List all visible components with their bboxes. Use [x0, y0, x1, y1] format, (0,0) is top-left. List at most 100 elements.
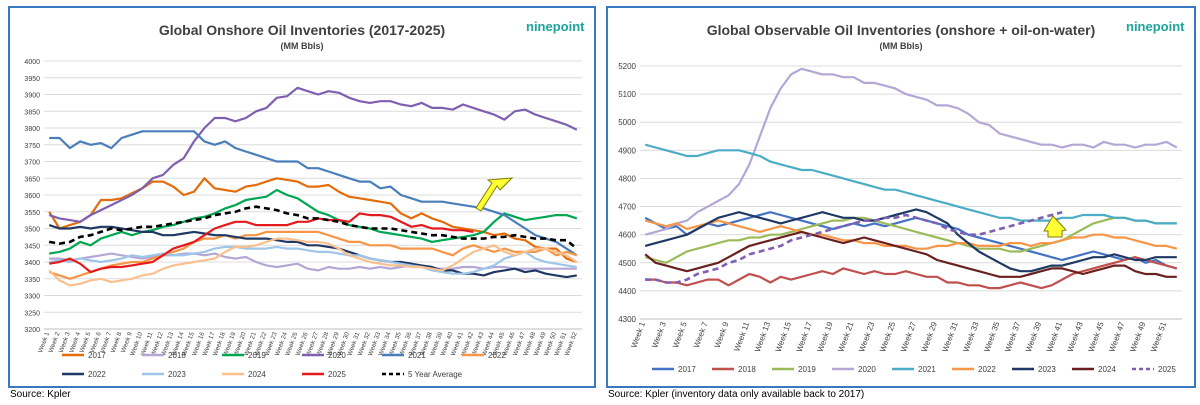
x-tick-label: Week 5	[671, 320, 689, 349]
x-tick-label: Week 1	[629, 320, 647, 349]
legend-item: 2017	[652, 365, 696, 374]
observable-inventory-chart-panel: Global Observable Oil Inventories (onsho…	[606, 6, 1196, 388]
x-tick-label: Week 9	[713, 320, 731, 349]
series-line-2022	[48, 224, 577, 279]
legend-item: 2021	[892, 365, 936, 374]
y-tick-label: 3900	[24, 93, 40, 100]
legend-label: 2021	[408, 351, 426, 360]
legend-item: 2018	[712, 365, 756, 374]
legend-item: 2024	[1072, 365, 1116, 374]
legend-label: 2018	[168, 351, 186, 360]
x-tick-label: Week 13	[753, 320, 772, 353]
chart-subtitle: (MM Bbls)	[879, 41, 923, 51]
y-tick-label: 3450	[24, 243, 40, 250]
series-line-2018	[645, 256, 1178, 290]
x-tick-label: Week 23	[857, 320, 876, 353]
y-tick-label: 3600	[24, 193, 40, 200]
x-tick-label: Week 19	[815, 320, 834, 353]
x-tick-label: Week 7	[692, 320, 710, 349]
legend-label: 2022	[488, 351, 506, 360]
legend-label: 2023	[168, 370, 186, 379]
y-tick-label: 5200	[618, 62, 636, 71]
y-tick-label: 3350	[24, 277, 40, 284]
legend-item: 2019	[222, 351, 266, 360]
arrow-shape	[1043, 215, 1067, 238]
logo-wordmark: ninepoint	[526, 19, 585, 34]
y-tick-label: 3850	[24, 109, 40, 116]
legend-item: 2025	[1132, 365, 1176, 374]
x-tick-label: Week 43	[1066, 320, 1085, 353]
annotation-arrow	[475, 177, 514, 212]
legend-item: 2024	[222, 370, 266, 379]
chart-title: Global Onshore Oil Inventories (2017-202…	[158, 22, 446, 38]
annotation-arrow	[1043, 215, 1067, 238]
y-tick-label: 4400	[618, 287, 636, 296]
x-tick-label: Week 31	[941, 320, 960, 353]
series-line-2025	[645, 210, 1063, 284]
legend-item: 2023	[1012, 365, 1056, 374]
legend-item: 2023	[142, 370, 186, 379]
series-line-2019	[49, 188, 578, 255]
series-line-5-year-average	[48, 205, 578, 250]
y-tick-label: 4800	[618, 174, 636, 183]
x-tick-label: Week 51	[1149, 320, 1168, 353]
series-line-2021	[644, 143, 1177, 225]
y-tick-label: 5100	[618, 90, 636, 99]
onshore-inventory-chart-panel: Global Onshore Oil Inventories (2017-202…	[8, 6, 596, 388]
series-line-2024	[48, 237, 578, 287]
x-tick-label: Week 29	[920, 320, 939, 353]
x-tick-label: Week 41	[1045, 320, 1064, 353]
y-tick-label: 3650	[24, 176, 40, 183]
y-tick-label: 4700	[618, 203, 636, 212]
legend-item: 2021	[382, 351, 426, 360]
onshore-line-chart: 3200 3250 3300 3350 3400 3450 3500 3550 3600 3650…	[24, 59, 582, 379]
legend-label: 2024	[1098, 365, 1116, 374]
y-tick-label: 4300	[618, 315, 636, 324]
x-tick-label: Week 49	[1128, 320, 1147, 353]
y-tick-label: 3700	[24, 160, 40, 167]
x-tick-label: Week 39	[1024, 320, 1043, 353]
x-tick-label: Week 27	[899, 320, 918, 353]
x-tick-label: Week 15	[774, 320, 793, 353]
legend-label: 5 Year Average	[408, 370, 463, 379]
legend-item: 2025	[302, 370, 346, 379]
x-tick-label: Week 17	[795, 320, 814, 353]
ninepoint-logo: ninepoint	[1126, 19, 1185, 46]
y-tick-label: 4900	[618, 146, 636, 155]
legend-label: 2023	[1038, 365, 1056, 374]
x-tick-label: Week 47	[1107, 320, 1126, 353]
series-line-2023	[49, 245, 577, 275]
legend-label: 2019	[798, 365, 816, 374]
legend-label: 2021	[918, 365, 936, 374]
chart-title: Global Observable Oil Inventories (onsho…	[706, 22, 1096, 38]
logo-wordmark: ninepoint	[1126, 19, 1185, 34]
legend-label: 2019	[248, 351, 266, 360]
x-tick-label: Week 35	[982, 320, 1001, 353]
legend-item: 2018	[142, 351, 186, 360]
legend-item: 2020	[832, 365, 876, 374]
y-tick-label: 4000	[24, 59, 40, 66]
legend-item: 5 Year Average	[382, 370, 463, 379]
series-line-2025	[49, 212, 474, 274]
legend-label: 2020	[328, 351, 346, 360]
legend-label: 2017	[88, 351, 106, 360]
series-line-2023	[644, 208, 1177, 273]
legend-item: 2020	[302, 351, 346, 360]
y-tick-label: 3300	[24, 294, 40, 301]
legend-item: 2022	[462, 351, 506, 360]
ninepoint-logo: ninepoint	[526, 19, 585, 46]
y-tick-label: 3250	[24, 310, 40, 317]
x-tick-label: Week 45	[1086, 320, 1105, 353]
chart-subtitle: (MM Bbls)	[280, 41, 324, 51]
series-line-2019	[644, 216, 1177, 264]
series-line-2020	[644, 67, 1178, 236]
y-tick-label: 3950	[24, 76, 40, 83]
legend-item: 2022	[952, 365, 996, 374]
legend-label: 2025	[328, 370, 346, 379]
x-tick-label: Week 3	[650, 320, 668, 349]
x-tick-label: Week 25	[878, 320, 897, 353]
series-line-2017	[644, 211, 1178, 270]
y-tick-label: 4500	[618, 259, 636, 268]
y-tick-label: 3750	[24, 143, 40, 150]
y-tick-label: 3400	[24, 260, 40, 267]
